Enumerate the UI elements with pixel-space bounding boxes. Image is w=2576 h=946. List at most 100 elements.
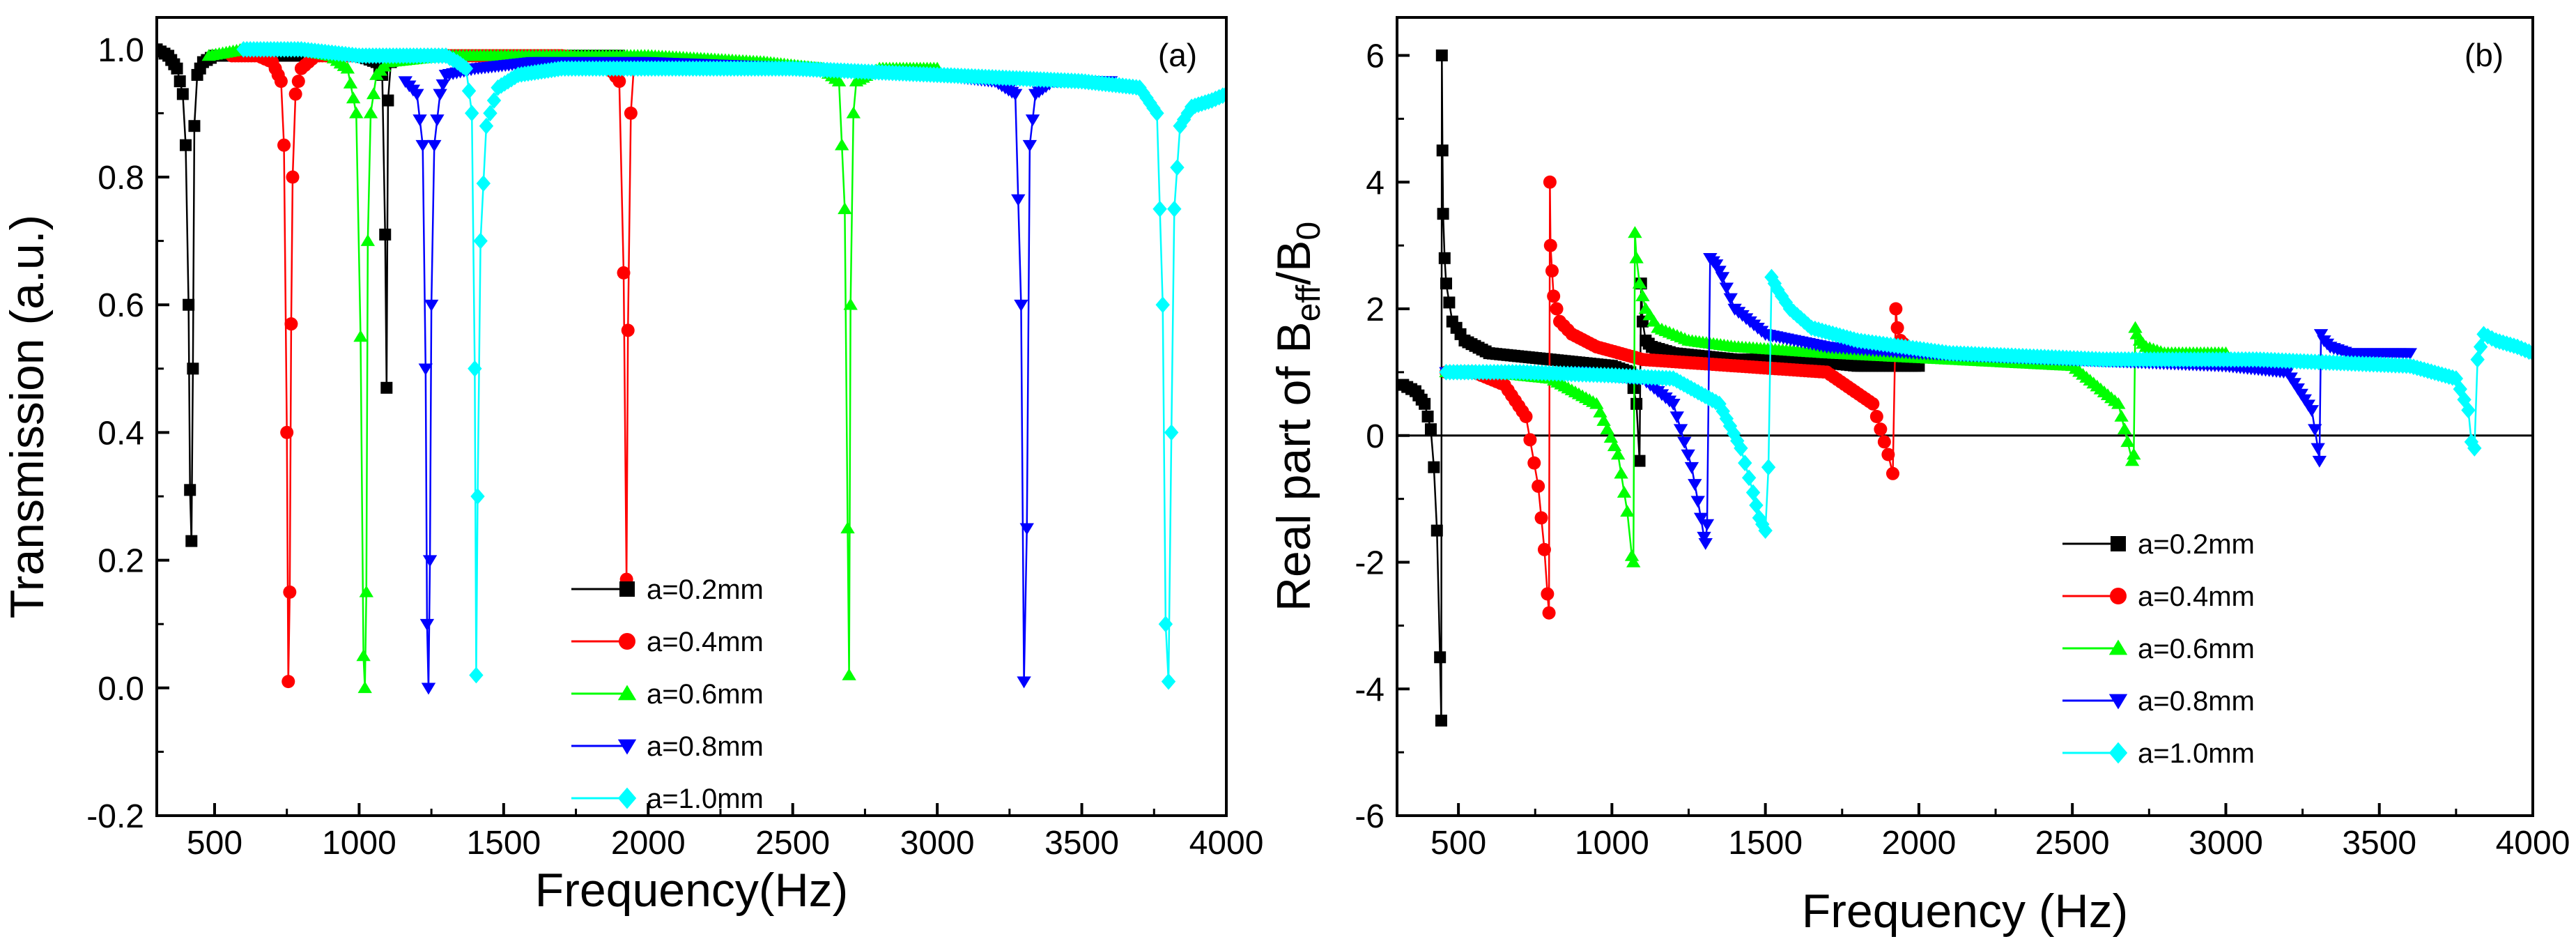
data-point [421, 682, 436, 695]
data-point [1669, 411, 1684, 424]
y-label-text: Real part of B [1267, 321, 1320, 611]
data-point [183, 298, 195, 311]
data-point [1629, 251, 1644, 264]
data-point [1752, 509, 1767, 526]
data-point [1699, 519, 1715, 531]
x-axis-label: Frequency(Hz) [535, 864, 849, 917]
data-point [2453, 381, 2467, 398]
y-label-subscript: 0 [1290, 222, 1327, 241]
x-tick-label: 4000 [1189, 825, 1264, 862]
data-point [2311, 443, 2325, 455]
data-point [286, 170, 300, 184]
data-point [470, 488, 485, 505]
data-point [1022, 139, 1038, 152]
data-point [1545, 264, 1559, 277]
data-point [343, 76, 358, 89]
data-point [1419, 397, 1431, 410]
data-point [479, 117, 494, 135]
legend-label: a=1.0mm [647, 784, 764, 814]
x-tick-label: 2500 [2035, 825, 2110, 862]
y-tick-label: 0.0 [98, 671, 144, 708]
y-tick-label: 1.0 [98, 32, 144, 69]
series-a=1.0mm [1439, 268, 2533, 539]
data-point [1434, 651, 1447, 664]
legend-marker [2108, 742, 2128, 764]
legend-marker [2110, 588, 2127, 604]
data-point [291, 75, 305, 89]
data-point [274, 75, 288, 89]
data-point [468, 360, 482, 377]
data-point [424, 299, 439, 312]
data-point [356, 649, 371, 662]
series-a=1.0mm [236, 40, 1226, 690]
x-tick-label: 3000 [900, 825, 975, 862]
data-point [2111, 397, 2126, 409]
data-point [1173, 117, 1187, 135]
data-point [1158, 616, 1173, 633]
data-point [1543, 175, 1557, 189]
data-point [1719, 282, 1734, 295]
legend-entry: a=0.2mm [571, 574, 764, 605]
data-point [1620, 505, 1635, 517]
data-point [1170, 159, 1185, 176]
data-point [846, 106, 861, 119]
data-point [1673, 424, 1688, 436]
data-point [1161, 673, 1176, 690]
x-tick-label: 3500 [1044, 825, 1119, 862]
data-point [469, 666, 484, 684]
data-point [346, 91, 361, 104]
x-tick-label: 3500 [2342, 825, 2416, 862]
data-point [1011, 194, 1026, 206]
data-point [1152, 200, 1167, 218]
y-axis-label: Real part of Beff/B0 [1267, 222, 1327, 611]
data-point [1136, 84, 1150, 101]
data-point [185, 535, 198, 547]
x-tick-label: 500 [1430, 825, 1486, 862]
y-axis-label: Transmission (a.u.) [1, 215, 54, 618]
data-point [360, 234, 376, 246]
data-point [831, 74, 847, 86]
x-tick-label: 1500 [466, 825, 541, 862]
legend-marker [617, 685, 637, 701]
data-point [1688, 479, 1702, 491]
data-point [1632, 276, 1647, 289]
data-point [1764, 268, 1779, 286]
data-point [1633, 455, 1646, 467]
data-point [184, 484, 196, 496]
data-point [476, 175, 491, 192]
legend-label: a=0.2mm [2138, 529, 2255, 560]
data-point [410, 89, 424, 101]
data-point [612, 75, 626, 89]
panel-b-real-part-chart: 500 1000 1500 2000 2500 3000 3500 4000 -6 -4 -2 0 2 4… [1267, 16, 2570, 938]
data-point [1424, 423, 1437, 436]
data-point [430, 114, 445, 127]
legend-label: a=0.8mm [647, 731, 764, 762]
data-point [1019, 523, 1034, 535]
legend-marker [2108, 639, 2128, 655]
data-point [2128, 321, 2143, 333]
data-point [1697, 531, 1711, 544]
data-point [483, 105, 498, 122]
data-point [843, 298, 858, 310]
x-tick-label: 1000 [1575, 825, 1649, 862]
plot-frame [1396, 16, 2534, 817]
legend-entry: a=1.0mm [2062, 738, 2255, 769]
series-a=0.6mm [201, 43, 945, 694]
data-point [1734, 440, 1748, 457]
data-point [1738, 455, 1752, 472]
x-tick-label: 500 [187, 825, 242, 862]
data-point [465, 105, 479, 122]
data-point [1890, 321, 1904, 335]
panel-label: (a) [1158, 37, 1197, 73]
data-point [1543, 238, 1557, 252]
data-point [2467, 440, 2482, 457]
data-point [1550, 302, 1564, 316]
x-axis-label: Frequency (Hz) [1802, 885, 2129, 938]
data-point [1881, 448, 1895, 461]
y-tick-label: -6 [1355, 798, 1385, 835]
data-point [835, 138, 849, 151]
x-tick-label: 2000 [611, 825, 686, 862]
y-tick-label: 0.8 [98, 160, 144, 197]
y-label-subscript: eff [1290, 284, 1327, 321]
data-point [1690, 496, 1705, 508]
